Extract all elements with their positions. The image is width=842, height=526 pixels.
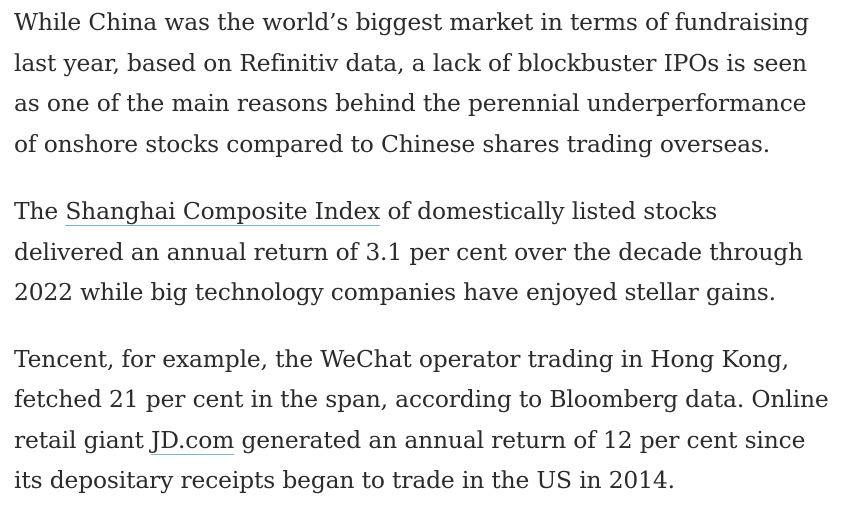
paragraph-3-text-after-link: generated an annual return of 12 per cen… bbox=[234, 425, 806, 454]
paragraph-3-text-before-link: retail giant bbox=[14, 425, 152, 454]
paragraph-3-line-4: its depositary receipts began to trade i… bbox=[14, 466, 675, 494]
paragraph-1-line-3: as one of the main reasons behind the pe… bbox=[14, 89, 807, 117]
paragraph-2-line-2: delivered an annual return of 3.1 per ce… bbox=[14, 237, 803, 266]
paragraph-1-line-4: of onshore stocks compared to Chinese sh… bbox=[14, 129, 771, 158]
paragraph-2-line-1: The Shanghai Composite Index of domestic… bbox=[14, 191, 842, 232]
paragraph-1: While China was the world’s biggest mark… bbox=[14, 0, 842, 164]
paragraph-3-line-2: fetched 21 per cent in the span, accordi… bbox=[14, 385, 829, 413]
paragraph-1-line-2: last year, based on Refinitiv data, a la… bbox=[14, 48, 807, 77]
paragraph-2-text-after-link: of domestically listed stocks bbox=[380, 197, 718, 225]
paragraph-2-line-3: 2022 while big technology companies have… bbox=[14, 278, 776, 306]
article-body: While China was the world’s biggest mark… bbox=[14, 0, 842, 501]
shanghai-composite-index-link[interactable]: Shanghai Composite Index bbox=[65, 197, 381, 226]
paragraph-3: Tencent, for example, the WeChat operato… bbox=[14, 339, 842, 501]
jd-com-link[interactable]: JD.com bbox=[151, 425, 235, 455]
paragraph-3-line-3: retail giant JD.com generated an annual … bbox=[14, 420, 842, 461]
paragraph-1-line-1: While China was the world’s biggest mark… bbox=[14, 8, 809, 36]
paragraph-2-text-before-link: The bbox=[14, 197, 66, 225]
paragraph-3-line-1: Tencent, for example, the WeChat operato… bbox=[14, 344, 790, 373]
paragraph-2: The Shanghai Composite Index of domestic… bbox=[14, 191, 842, 313]
